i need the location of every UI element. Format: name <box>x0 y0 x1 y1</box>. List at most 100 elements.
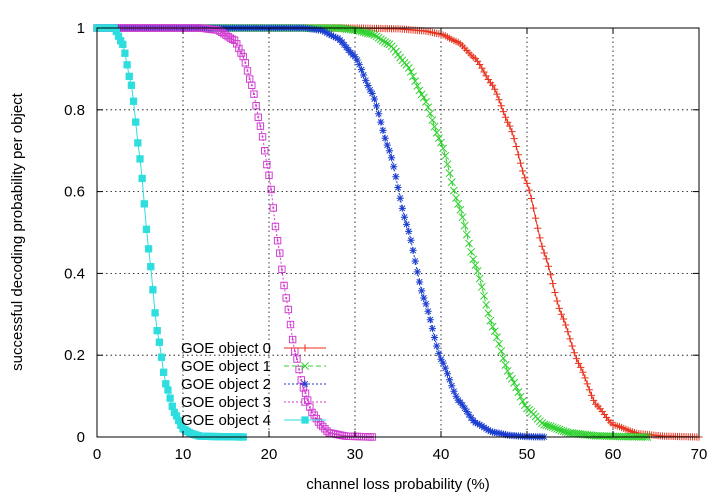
data-point <box>536 234 544 242</box>
data-point <box>396 194 404 202</box>
legend-label: GOE object 1 <box>181 358 271 375</box>
data-point <box>308 408 316 417</box>
data-point <box>245 75 254 83</box>
data-point <box>288 335 297 344</box>
data-point <box>278 265 286 274</box>
data-point <box>587 391 596 399</box>
data-point <box>248 81 256 89</box>
data-point <box>482 425 490 433</box>
data-point <box>119 40 127 49</box>
x-tick-label: 50 <box>519 446 536 463</box>
data-point <box>546 422 555 431</box>
data-point <box>443 160 452 169</box>
data-point <box>121 49 129 57</box>
data-point <box>151 309 159 317</box>
data-point <box>460 221 469 230</box>
data-point <box>518 397 527 406</box>
data-point <box>256 122 265 130</box>
data-point <box>437 138 445 147</box>
data-point <box>168 402 176 410</box>
data-point <box>405 227 413 236</box>
data-point <box>355 61 363 69</box>
data-point <box>497 102 505 110</box>
data-point <box>501 113 510 121</box>
data-point <box>403 220 411 228</box>
data-point <box>434 134 443 143</box>
data-point <box>469 255 478 264</box>
data-point <box>155 338 163 346</box>
legend-label: GOE object 3 <box>181 394 271 411</box>
data-point <box>547 271 555 279</box>
data-point <box>433 342 441 350</box>
data-point <box>430 333 439 342</box>
data-point <box>538 242 546 250</box>
data-point <box>445 169 454 178</box>
data-point <box>379 126 387 135</box>
data-point <box>297 376 305 384</box>
data-point <box>478 422 486 430</box>
data-point <box>372 102 381 110</box>
data-point <box>452 194 461 202</box>
data-point <box>516 159 525 167</box>
data-point <box>544 421 553 430</box>
data-point <box>381 38 390 47</box>
data-point <box>478 64 486 72</box>
data-point <box>486 316 495 325</box>
data-point <box>134 139 142 147</box>
data-point <box>579 368 587 376</box>
data-point <box>559 427 568 436</box>
data-point <box>415 278 424 286</box>
data-point <box>450 387 458 395</box>
data-point <box>448 382 456 390</box>
data-point <box>512 142 520 151</box>
data-point <box>548 423 557 432</box>
data-point <box>319 27 327 35</box>
data-point <box>321 425 329 433</box>
data-point <box>553 297 561 305</box>
data-point <box>228 35 237 43</box>
data-point <box>575 359 583 367</box>
data-point <box>432 128 441 137</box>
data-point <box>471 419 479 427</box>
data-point <box>542 421 551 430</box>
data-point <box>484 426 492 434</box>
data-point <box>144 245 153 253</box>
data-point <box>286 320 295 329</box>
data-point <box>439 144 448 153</box>
data-point <box>142 225 151 233</box>
data-point <box>136 155 144 163</box>
data-point <box>482 300 491 309</box>
data-point <box>164 386 172 394</box>
data-point <box>409 246 417 255</box>
data-point <box>295 365 303 374</box>
data-point <box>284 305 293 314</box>
data-point <box>301 398 309 406</box>
data-point <box>471 261 480 270</box>
data-point <box>409 72 418 81</box>
x-tick-label: 60 <box>605 446 622 463</box>
data-point <box>241 59 250 67</box>
data-point <box>407 236 415 244</box>
legend-label: GOE object 4 <box>181 412 271 429</box>
data-point <box>378 36 387 45</box>
data-point <box>301 389 310 397</box>
data-point <box>153 327 161 335</box>
legend-label: GOE object 0 <box>181 340 271 357</box>
data-point <box>426 109 435 118</box>
x-tick-label: 10 <box>175 446 192 463</box>
data-point <box>495 96 503 104</box>
data-point <box>265 171 273 179</box>
data-point <box>375 110 383 118</box>
data-point <box>129 97 138 105</box>
data-point <box>415 86 424 95</box>
data-point <box>529 204 538 212</box>
data-point <box>276 249 284 257</box>
data-point <box>301 416 309 424</box>
data-point <box>273 236 282 245</box>
data-point <box>551 288 559 297</box>
data-point <box>521 174 529 182</box>
data-point <box>473 267 482 276</box>
data-point <box>149 286 157 294</box>
data-point <box>449 186 458 195</box>
